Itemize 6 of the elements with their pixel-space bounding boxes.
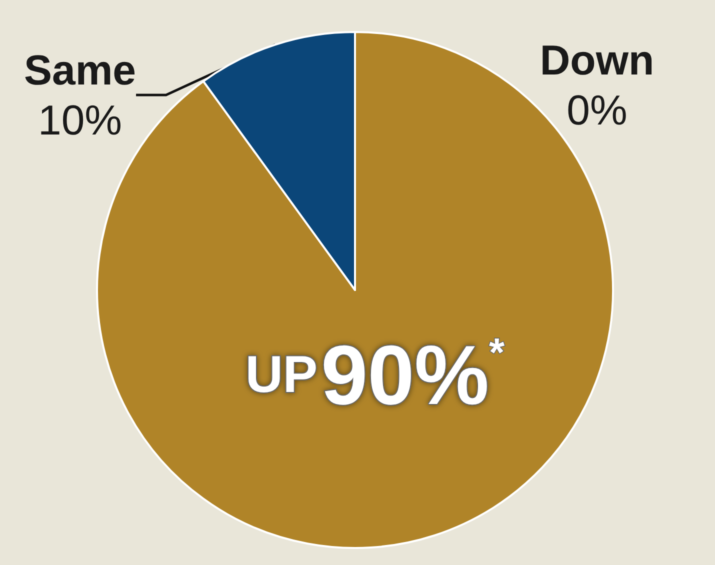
text: 0%	[566, 86, 628, 134]
slice-label: Same	[24, 46, 136, 94]
category-label: Down	[540, 36, 654, 84]
slice-label: UP	[245, 346, 318, 404]
data-label: 10%	[38, 96, 122, 144]
data-label: 90%*	[320, 328, 506, 422]
